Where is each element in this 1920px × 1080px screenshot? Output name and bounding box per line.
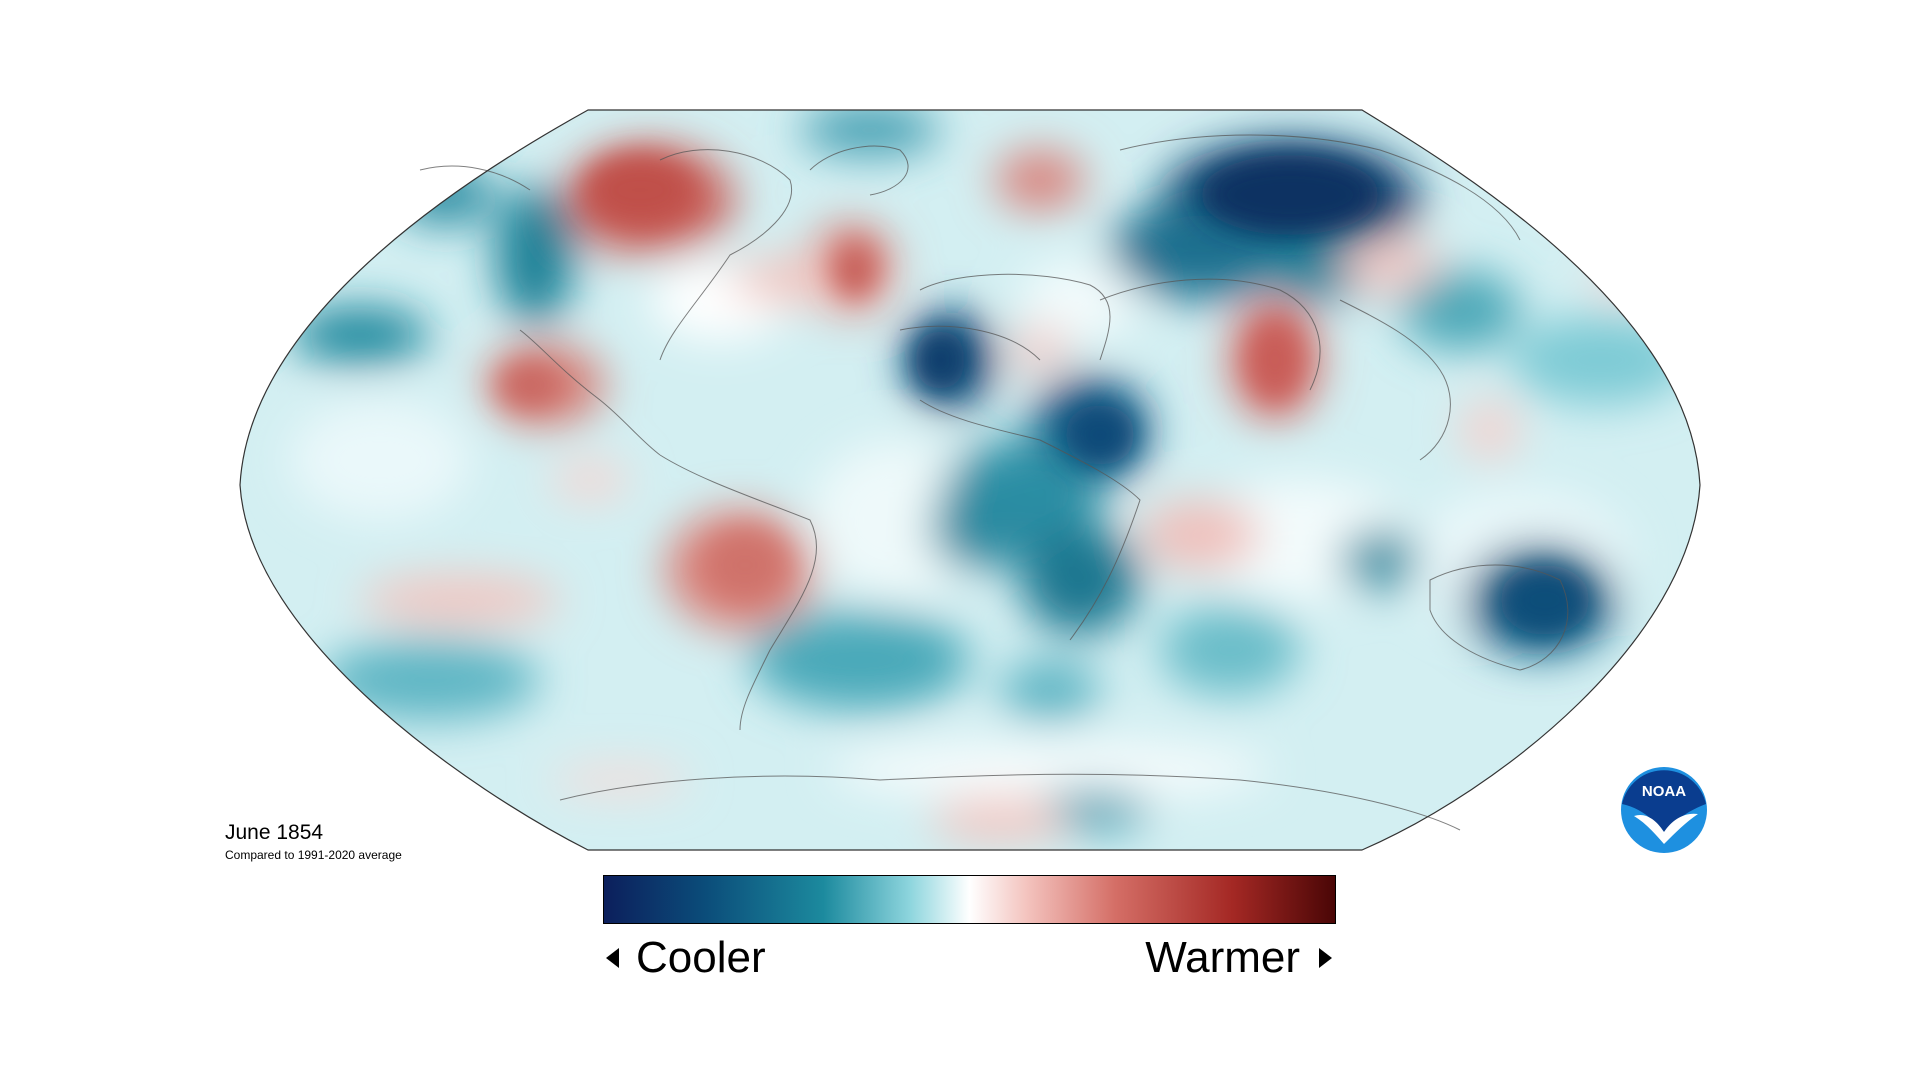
cooler-label: Cooler [636,933,766,982]
noaa-logo-icon: NOAA [1621,767,1707,853]
coastlines [419,134,1569,831]
noaa-logo-text: NOAA [1642,783,1686,800]
globe-outline [239,109,1701,851]
warmer-label: Warmer [1145,933,1300,982]
arrow-right-icon [1319,948,1332,968]
map-subtitle: Compared to 1991-2020 average [225,848,402,862]
anomaly-field [240,110,1700,850]
map-title: June 1854 [225,821,324,844]
color-scale-bar [603,875,1336,924]
arrow-left-icon [606,948,619,968]
